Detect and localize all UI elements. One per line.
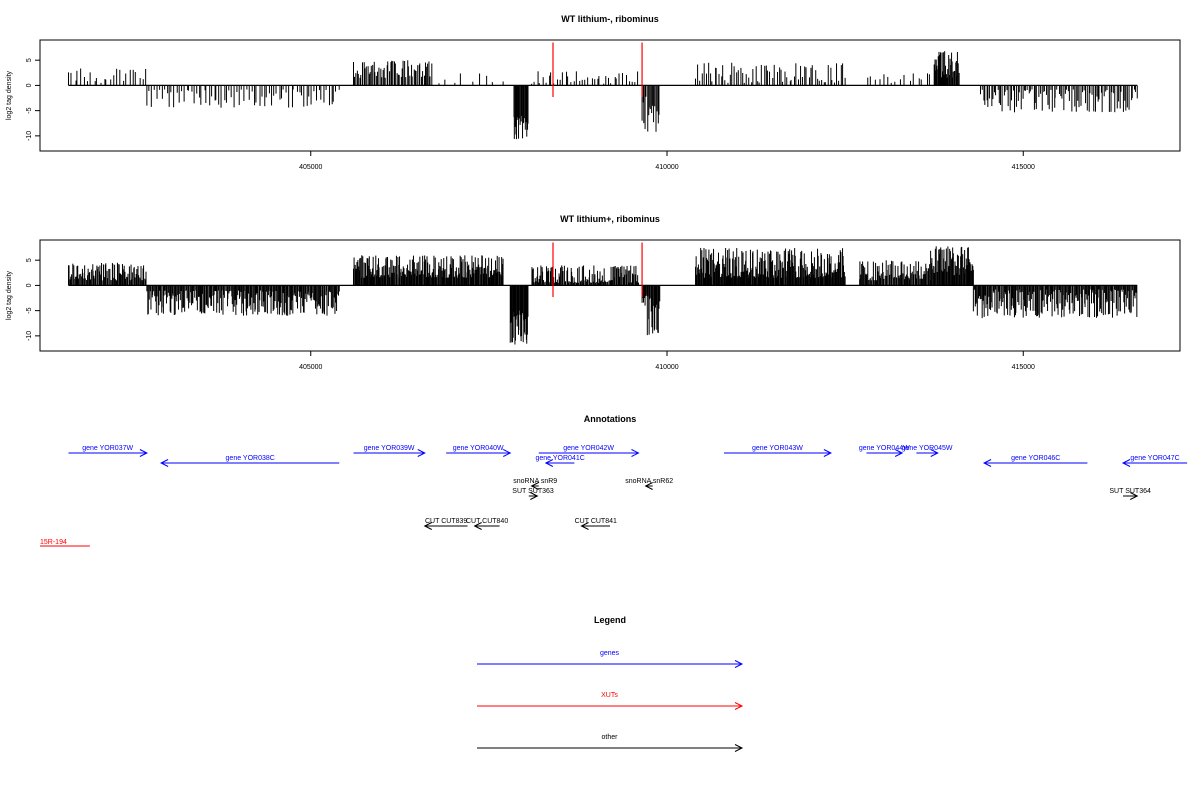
legend-item: genes	[477, 650, 744, 668]
x-tick-label: 410000	[655, 164, 678, 171]
annotation-arrowhead	[503, 449, 512, 457]
annotation-feature: gene YOR038C	[160, 455, 340, 467]
annotation-feature: gene YOR043W	[724, 445, 832, 457]
annotation-arrowhead	[894, 449, 904, 457]
density-bars	[68, 246, 1138, 345]
legend-title: Legend	[594, 615, 626, 625]
annotation-feature: SUT SUT363	[512, 488, 554, 500]
annotation-feature: gene YOR042W	[538, 445, 640, 457]
annotation-label: gene YOR038C	[226, 455, 275, 462]
legend-arrowhead	[734, 660, 744, 668]
annotation-arrowhead	[530, 482, 539, 490]
annotation-feature: CUT CUT839	[423, 518, 468, 530]
y-axis-label: log2 tag density	[6, 270, 13, 320]
x-tick-label: 405000	[299, 364, 322, 371]
annotation-arrowhead	[160, 459, 169, 467]
density-bars	[68, 51, 1138, 140]
plot-frame	[39, 239, 1181, 352]
annotation-arrowhead	[544, 459, 554, 467]
legend-item: other	[477, 734, 744, 752]
x-tick-label: 410000	[655, 364, 678, 371]
y-tick-label: 0	[26, 83, 33, 87]
annotation-feature: SUT SUT364	[1109, 488, 1151, 500]
annotation-label: gene YOR037W	[82, 445, 133, 452]
annotation-arrowhead	[631, 449, 640, 457]
y-tick-label: -5	[26, 107, 33, 113]
annotation-label: 15R-194	[40, 539, 67, 546]
annotation-label: gene YOR040W	[453, 445, 504, 452]
annotation-label: CUT CUT841	[575, 518, 617, 525]
annotation-label: gene YOR042W	[563, 445, 614, 452]
legend-arrowhead	[734, 744, 744, 752]
annotation-arrowhead	[530, 492, 539, 500]
annotation-arrowhead	[644, 482, 653, 490]
annotation-feature: gene YOR047C	[1121, 455, 1188, 467]
annotation-label: gene YOR044W	[859, 445, 910, 452]
annotation-arrowhead	[1130, 492, 1139, 500]
y-tick-label: -10	[26, 131, 33, 141]
y-axis-label: log2 tag density	[6, 70, 13, 120]
annotation-arrowhead	[473, 522, 482, 530]
annotation-arrowhead	[580, 522, 589, 530]
x-tick-label: 415000	[1012, 364, 1035, 371]
legend: genes XUTs other	[477, 650, 744, 752]
legend-label: genes	[600, 650, 620, 657]
legend-arrowhead	[734, 702, 744, 710]
annotation-label: gene YOR039W	[364, 445, 415, 452]
plot-frame	[39, 39, 1181, 152]
y-tick-label: -10	[26, 331, 33, 341]
annotation-feature: snoRNA snR9	[513, 478, 557, 490]
annotation-feature: gene YOR045W	[902, 445, 953, 457]
annotation-label: SUT SUT363	[512, 488, 554, 495]
y-tick-label: 5	[26, 58, 33, 62]
annotation-label: snoRNA snR9	[513, 478, 557, 485]
annotation-feature: 15R-194	[40, 539, 90, 547]
annotation-feature: CUT CUT841	[575, 518, 617, 530]
annotation-feature: snoRNA snR62	[625, 478, 673, 490]
panel-lithium-plus: WT lithium+, ribominus log2 tag density 5 0…	[6, 214, 1181, 371]
x-tick-label: 415000	[1012, 164, 1035, 171]
annotations-track: gene YOR037W gene YOR038C gene YOR039W gene…	[40, 445, 1188, 547]
annotation-label: CUT CUT840	[466, 518, 508, 525]
annotation-arrowhead	[930, 449, 939, 457]
panel-title: WT lithium+, ribominus	[560, 214, 660, 224]
annotation-arrowhead	[417, 449, 426, 457]
panel-lithium-minus: WT lithium-, ribominus log2 tag density 5 0…	[6, 14, 1181, 171]
annotation-arrowhead	[1121, 459, 1131, 467]
annotation-arrowhead	[982, 459, 992, 467]
x-tick-label: 405000	[299, 164, 322, 171]
annotation-label: CUT CUT839	[425, 518, 467, 525]
annotation-feature: CUT CUT840	[466, 518, 508, 530]
y-tick-label: -5	[26, 307, 33, 313]
annotation-label: gene YOR045W	[902, 445, 953, 452]
legend-label: other	[602, 734, 619, 741]
annotation-feature: gene YOR039W	[353, 445, 426, 457]
annotation-label: gene YOR041C	[535, 455, 584, 462]
annotation-arrowhead	[139, 449, 148, 457]
annotation-label: SUT SUT364	[1109, 488, 1151, 495]
annotation-label: gene YOR047C	[1130, 455, 1179, 462]
legend-item: XUTs	[477, 692, 744, 710]
annotation-arrowhead	[423, 522, 432, 530]
annotations-title: Annotations	[584, 414, 637, 424]
y-tick-label: 0	[26, 283, 33, 287]
annotation-feature: gene YOR046C	[982, 455, 1088, 467]
annotation-feature: gene YOR037W	[68, 445, 148, 457]
annotation-arrowhead	[823, 449, 832, 457]
annotation-label: gene YOR046C	[1011, 455, 1060, 462]
y-tick-label: 5	[26, 258, 33, 262]
panel-title: WT lithium-, ribominus	[561, 14, 659, 24]
annotation-feature: gene YOR041C	[535, 455, 585, 467]
annotation-label: snoRNA snR62	[625, 478, 673, 485]
legend-label: XUTs	[601, 692, 618, 699]
annotation-feature: gene YOR044W	[859, 445, 910, 457]
annotation-feature: gene YOR040W	[446, 445, 512, 457]
annotation-label: gene YOR043W	[752, 445, 803, 452]
